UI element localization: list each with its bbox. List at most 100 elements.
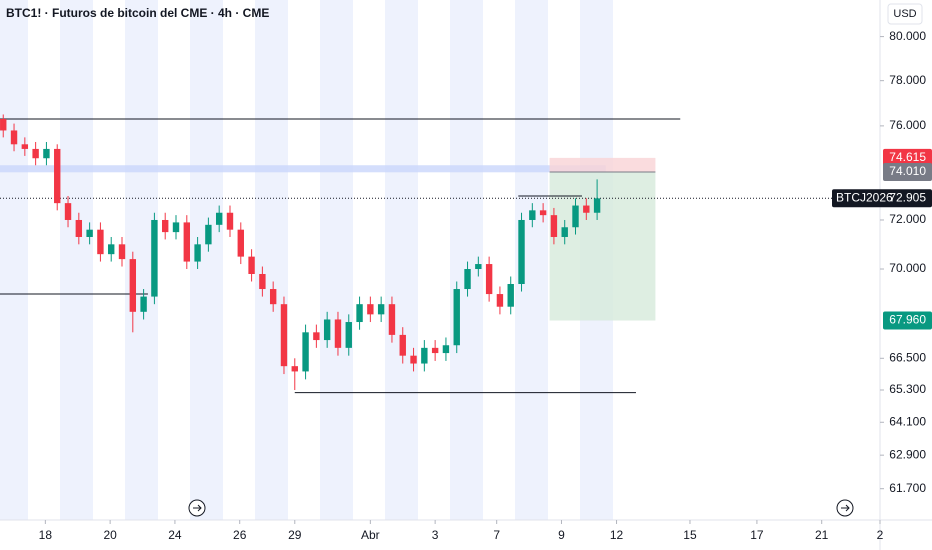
session-band: [255, 0, 288, 520]
candle-body: [280, 304, 288, 367]
candle-body: [550, 215, 558, 237]
x-tick-label: 9: [558, 528, 565, 542]
zone: [0, 165, 606, 173]
candle-body: [421, 347, 428, 364]
candle-body: [151, 219, 158, 297]
session-band: [385, 0, 418, 520]
target-zone: [549, 172, 656, 321]
candle-body: [226, 212, 234, 230]
stop-zone: [549, 157, 656, 173]
x-tick-label: 29: [288, 528, 302, 542]
candle-body: [129, 259, 137, 312]
y-tick-label: 66.500: [889, 350, 926, 364]
candle-body: [97, 229, 104, 255]
currency: USD: [893, 8, 916, 20]
price-label-box: [883, 163, 932, 182]
candle-body: [21, 144, 29, 149]
session-band: [0, 0, 28, 520]
candle-body: [32, 148, 39, 159]
candle-body: [399, 334, 406, 356]
candle-body: [64, 203, 72, 220]
candle-body: [259, 273, 266, 290]
candle-body: [291, 366, 298, 372]
y-tick-label: 78.000: [889, 73, 926, 87]
candle-body: [475, 264, 482, 270]
candle-body: [43, 148, 50, 159]
last-price-box: [832, 189, 932, 208]
candle-body: [215, 212, 223, 225]
last-price-label: 72.905: [889, 190, 926, 204]
goto-icon[interactable]: [836, 499, 854, 517]
candle-body: [388, 304, 396, 335]
price-label-box: [883, 311, 932, 330]
candle-body: [313, 332, 320, 341]
candle-body: [539, 210, 547, 216]
candle-body: [518, 219, 525, 284]
session-band: [320, 0, 353, 520]
candle-body: [583, 205, 590, 213]
session-band: [60, 0, 93, 520]
candle-body: [356, 304, 363, 323]
candle-body: [496, 294, 504, 307]
candle-body: [323, 319, 331, 341]
price-label: 67.960: [889, 313, 926, 327]
candle-body: [593, 198, 601, 213]
x-tick-label: 20: [103, 528, 117, 542]
x-tick-label: 12: [610, 528, 624, 542]
candle-body: [572, 205, 579, 228]
price-label: 74.010: [889, 164, 926, 178]
x-tick-label: 15: [683, 528, 697, 542]
candle-body: [108, 244, 115, 255]
candle-body: [183, 222, 190, 262]
y-tick-label: 61.700: [889, 481, 926, 495]
price-label: 74.615: [889, 150, 926, 164]
y-tick-label: 70.000: [889, 261, 926, 275]
candle-body: [453, 289, 460, 346]
y-tick-label: 64.100: [889, 414, 926, 428]
x-tick-label: 18: [39, 528, 53, 542]
x-tick-label: Abr: [361, 528, 380, 542]
candle-body: [485, 264, 493, 295]
x-tick-label: 17: [750, 528, 764, 542]
candle-body: [507, 283, 514, 307]
candle-body: [237, 229, 244, 257]
goto-icon[interactable]: [188, 499, 206, 517]
candle-body: [54, 148, 61, 204]
candle-body: [377, 304, 385, 315]
last-price-name: BTCJ2026: [836, 190, 893, 204]
candle-body: [334, 319, 342, 348]
x-tick-label: 2: [877, 528, 884, 542]
candle-body: [172, 222, 180, 233]
candle-body: [0, 119, 7, 131]
session-band: [450, 0, 483, 520]
chart-title: BTC1! · Futuros de bitcoin del CME · 4h …: [6, 6, 269, 20]
x-tick-label: 26: [233, 528, 247, 542]
candle-body: [10, 130, 18, 145]
candle-body: [431, 347, 439, 354]
candle-body: [442, 345, 450, 354]
x-tick-label: 24: [168, 528, 182, 542]
candle-body: [86, 229, 93, 237]
y-tick-label: 72.000: [889, 212, 926, 226]
candle-body: [75, 219, 83, 237]
y-tick-label: 62.900: [889, 447, 926, 461]
x-tick-label: 3: [432, 528, 439, 542]
candle-body: [410, 355, 417, 364]
candle-body: [367, 304, 374, 315]
candle-body: [529, 210, 536, 220]
candle-body: [302, 332, 309, 372]
candle-body: [140, 296, 147, 312]
currency-box[interactable]: [887, 3, 923, 25]
candle-body: [269, 289, 277, 305]
y-tick-label: 65.300: [889, 382, 926, 396]
candle-body: [464, 269, 471, 290]
y-tick-label: 76.000: [889, 118, 926, 132]
price-label-box: [883, 148, 932, 167]
candle-body: [162, 219, 169, 233]
candle-body: [248, 256, 255, 274]
x-tick-label: 7: [493, 528, 500, 542]
x-tick-label: 21: [815, 528, 829, 542]
y-tick-label: 80.000: [889, 29, 926, 43]
